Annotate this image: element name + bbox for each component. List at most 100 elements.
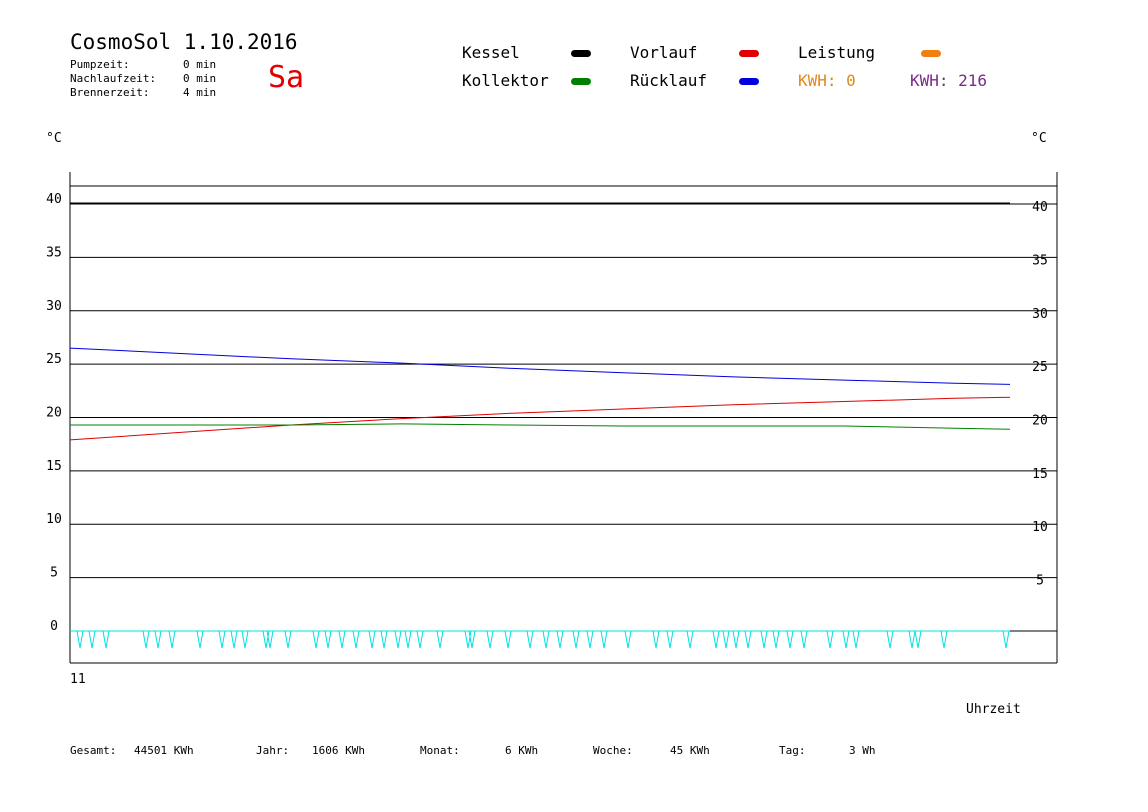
y-tick-right-5: 5 bbox=[1036, 574, 1044, 589]
y-tick-left-5: 5 bbox=[50, 566, 58, 581]
leistung-spike bbox=[572, 630, 580, 649]
leistung-spike bbox=[586, 630, 594, 649]
leistung-spike bbox=[786, 630, 794, 649]
weekday-label: Sa bbox=[268, 60, 305, 95]
x-tick-label: 11 bbox=[70, 672, 86, 687]
leistung-spike bbox=[368, 630, 376, 649]
leistung-spike bbox=[842, 630, 850, 649]
leistung-spike bbox=[416, 630, 424, 649]
legend-kessel-swatch bbox=[571, 50, 591, 57]
legend-vorlauf-swatch bbox=[739, 50, 759, 57]
footer-gesamt-label: Gesamt: bbox=[70, 744, 117, 757]
pumpzeit-label: Pumpzeit: bbox=[70, 58, 130, 71]
y-tick-right-25: 25 bbox=[1032, 360, 1048, 375]
pumpzeit-value: 0 min bbox=[183, 58, 217, 71]
leistung-spike bbox=[504, 630, 512, 649]
leistung-spike bbox=[284, 630, 292, 649]
leistung-spike bbox=[722, 630, 730, 649]
leistung-spike bbox=[826, 630, 834, 649]
leistung-spike bbox=[686, 630, 694, 649]
y-tick-left-0: 0 bbox=[50, 619, 58, 634]
footer-monat-label: Monat: bbox=[420, 744, 460, 757]
series-line-vorlauf bbox=[69, 396, 1011, 441]
leistung-spike bbox=[241, 630, 249, 649]
leistung-spike bbox=[600, 630, 608, 649]
leistung-spike bbox=[940, 630, 948, 649]
y-tick-left-10: 10 bbox=[46, 512, 62, 527]
series-line-rcklauf bbox=[69, 347, 1011, 385]
legend-kollektor-swatch bbox=[571, 78, 591, 85]
legend-leistung-swatch bbox=[921, 50, 941, 57]
leistung-spike bbox=[666, 630, 674, 649]
leistung-spike bbox=[352, 630, 360, 649]
leistung-spike bbox=[712, 630, 720, 649]
legend-kollektor-label: Kollektor bbox=[462, 71, 549, 90]
leistung-spike bbox=[744, 630, 752, 649]
leistung-spike bbox=[908, 630, 916, 649]
footer-tag-label: Tag: bbox=[779, 744, 806, 757]
leistung-spike bbox=[652, 630, 660, 649]
leistung-spike bbox=[338, 630, 346, 649]
y-tick-left-25: 25 bbox=[46, 352, 62, 367]
legend-ruecklauf-swatch bbox=[739, 78, 759, 85]
y-tick-left-40: 40 bbox=[46, 192, 62, 207]
footer-gesamt-value: 44501 KWh bbox=[134, 744, 194, 757]
leistung-spike bbox=[556, 630, 564, 649]
leistung-spike bbox=[394, 630, 402, 649]
footer-monat-value: 6 KWh bbox=[505, 744, 539, 757]
kwh-purple-label: KWH: 216 bbox=[910, 71, 988, 90]
y-tick-left-35: 35 bbox=[46, 245, 62, 260]
leistung-spike bbox=[526, 630, 534, 649]
leistung-spike bbox=[324, 630, 332, 649]
series-line-kollektor bbox=[70, 423, 1011, 430]
leistung-spike bbox=[102, 630, 110, 649]
leistung-spike bbox=[624, 630, 632, 649]
leistung-spike bbox=[542, 630, 550, 649]
leistung-spike bbox=[468, 630, 476, 649]
y-tick-right-15: 15 bbox=[1032, 467, 1048, 482]
leistung-spike bbox=[852, 630, 860, 649]
leistung-spike bbox=[266, 630, 274, 649]
leistung-spike bbox=[218, 630, 226, 649]
legend-vorlauf-label: Vorlauf bbox=[630, 43, 698, 62]
y-tick-right-35: 35 bbox=[1032, 253, 1048, 268]
chart-title: CosmoSol 1.10.2016 bbox=[70, 30, 298, 54]
footer-woche-value: 45 KWh bbox=[670, 744, 710, 757]
leistung-spike bbox=[404, 630, 412, 649]
leistung-spike bbox=[312, 630, 320, 649]
leistung-spike bbox=[76, 630, 84, 649]
leistung-spike bbox=[886, 630, 894, 649]
leistung-spike bbox=[168, 630, 176, 649]
y-tick-right-30: 30 bbox=[1032, 307, 1048, 322]
footer-jahr-label: Jahr: bbox=[256, 744, 290, 757]
y-tick-right-40: 40 bbox=[1032, 200, 1048, 215]
legend-ruecklauf-label: Rücklauf bbox=[630, 71, 708, 90]
x-axis-label: Uhrzeit bbox=[966, 702, 1021, 717]
footer-jahr-value: 1606 KWh bbox=[312, 744, 365, 757]
leistung-spike bbox=[1002, 630, 1010, 649]
leistung-spike bbox=[486, 630, 494, 649]
y-unit-right: °C bbox=[1031, 131, 1047, 146]
leistung-spike bbox=[914, 630, 922, 649]
leistung-spike bbox=[436, 630, 444, 649]
leistung-spike bbox=[230, 630, 238, 649]
footer-woche-label: Woche: bbox=[593, 744, 633, 757]
brennerzeit-value: 4 min bbox=[183, 86, 217, 99]
brennerzeit-label: Brennerzeit: bbox=[70, 86, 150, 99]
leistung-spike bbox=[196, 630, 204, 649]
kwh-orange-label: KWH: 0 bbox=[798, 71, 856, 90]
leistung-spike bbox=[800, 630, 808, 649]
legend-kessel-label: Kessel bbox=[462, 43, 520, 62]
y-tick-left-15: 15 bbox=[46, 459, 62, 474]
leistung-spike bbox=[760, 630, 768, 649]
leistung-spike bbox=[732, 630, 740, 649]
y-unit-left: °C bbox=[46, 131, 62, 146]
y-tick-left-30: 30 bbox=[46, 299, 62, 314]
y-tick-right-10: 10 bbox=[1032, 520, 1048, 535]
footer-tag-value: 3 Wh bbox=[849, 744, 876, 757]
leistung-spike bbox=[772, 630, 780, 649]
nachlaufzeit-value: 0 min bbox=[183, 72, 217, 85]
leistung-spike bbox=[154, 630, 162, 649]
y-tick-left-20: 20 bbox=[46, 406, 62, 421]
